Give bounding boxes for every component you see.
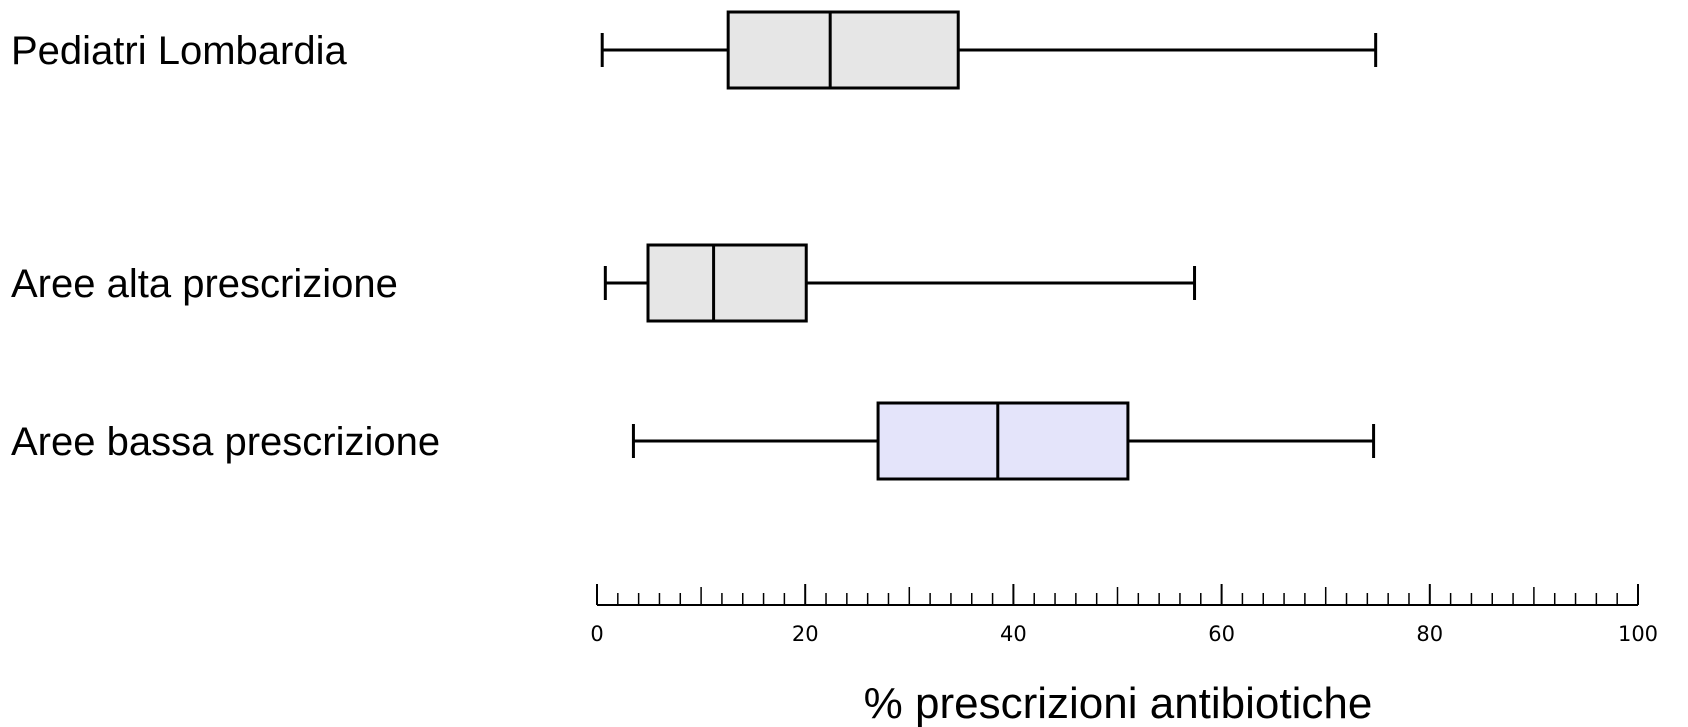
box-iqr — [646, 243, 808, 323]
box-group — [603, 243, 1197, 323]
category-label: Pediatri Lombardia — [11, 29, 347, 73]
category-label: Aree bassa prescrizione — [11, 420, 440, 464]
box-group — [600, 10, 1378, 90]
x-tick-label: 20 — [792, 622, 819, 646]
x-axis: 0 20 40 60 80 100 — [590, 584, 1658, 646]
category-label: Aree alta prescrizione — [11, 262, 398, 306]
boxplot-series — [600, 10, 1378, 481]
x-tick-label: 100 — [1618, 622, 1658, 646]
x-tick-label: 60 — [1208, 622, 1235, 646]
x-axis-title: % prescrizioni antibiotiche — [864, 679, 1373, 727]
x-tick-label: 80 — [1416, 622, 1443, 646]
box-iqr — [876, 401, 1130, 481]
box-iqr — [726, 10, 960, 90]
box-group — [631, 401, 1376, 481]
category-labels: Pediatri Lombardia Aree alta prescrizione… — [11, 29, 440, 464]
x-tick-label: 0 — [590, 622, 603, 646]
x-tick-label: 40 — [1000, 622, 1027, 646]
